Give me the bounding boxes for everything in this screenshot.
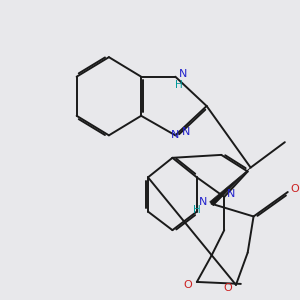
Text: N: N [227, 189, 236, 199]
Text: N: N [182, 128, 190, 137]
Text: O: O [224, 283, 232, 293]
Polygon shape [210, 168, 250, 206]
Text: O: O [184, 280, 192, 290]
Text: N: N [171, 130, 179, 140]
Text: N: N [178, 69, 187, 79]
Text: H: H [193, 205, 201, 215]
Text: H: H [175, 80, 183, 91]
Text: O: O [291, 184, 299, 194]
Text: N: N [199, 197, 208, 207]
